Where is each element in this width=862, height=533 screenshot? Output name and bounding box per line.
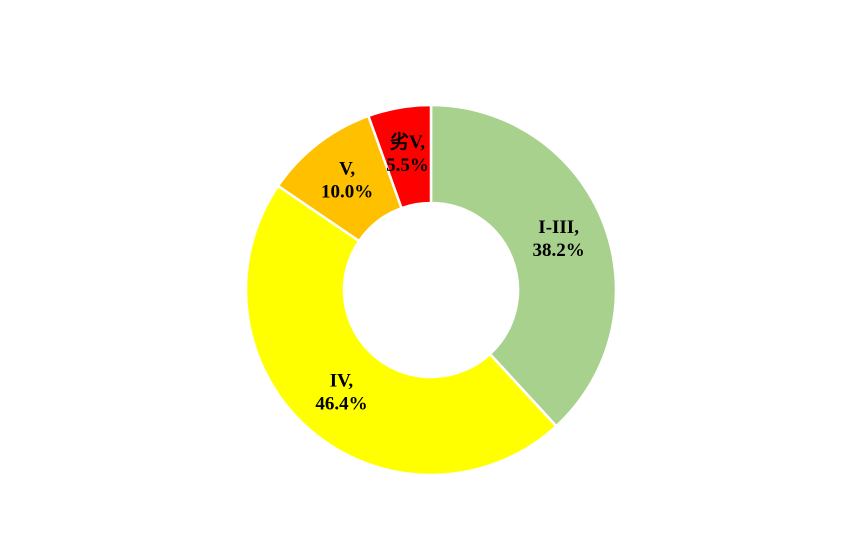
- category-name: I-III: [538, 218, 574, 239]
- label-category: IV,: [330, 371, 354, 392]
- category-name: IV: [330, 371, 351, 392]
- label-value: 10.0%: [321, 182, 373, 203]
- label-separator: ,: [574, 218, 579, 239]
- label-category: I-III,: [538, 218, 579, 239]
- donut-slice: [366, 103, 433, 210]
- data-label: I-III, 38.2%: [533, 218, 585, 262]
- label-category: V,: [339, 159, 355, 180]
- label-separator: ,: [350, 159, 355, 180]
- donut-slice: [429, 103, 618, 428]
- data-label: V, 10.0%: [321, 159, 373, 203]
- label-category: 劣V,: [390, 130, 425, 153]
- donut-slice: [244, 184, 559, 477]
- data-label: IV, 46.4%: [315, 371, 367, 415]
- category-name: V: [339, 159, 353, 180]
- label-separator: ,: [348, 371, 353, 392]
- data-label: 劣V, 5.5%: [386, 130, 429, 176]
- label-separator: ,: [420, 132, 425, 153]
- label-value: 46.4%: [315, 394, 367, 415]
- label-value: 38.2%: [533, 241, 585, 262]
- label-value: 5.5%: [386, 155, 429, 176]
- category-name: 劣V: [390, 130, 423, 153]
